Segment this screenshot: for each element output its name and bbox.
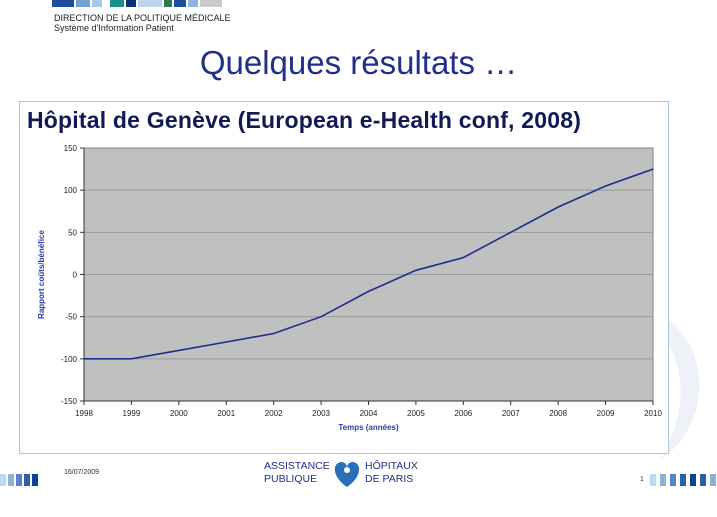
data-point bbox=[225, 341, 227, 343]
footer-color-bars-left bbox=[0, 474, 38, 486]
y-tick-label: 100 bbox=[64, 186, 78, 195]
data-point bbox=[510, 231, 512, 233]
x-tick-label: 2008 bbox=[549, 409, 567, 418]
data-point bbox=[320, 316, 322, 318]
y-tick-label: 0 bbox=[73, 271, 78, 280]
y-tick-label: -50 bbox=[65, 313, 77, 322]
data-point bbox=[652, 168, 654, 170]
header-subtitle: Système d'Information Patient bbox=[54, 23, 174, 33]
x-tick-label: 1998 bbox=[75, 409, 93, 418]
chart-title: Hôpital de Genève (European e-Health con… bbox=[27, 107, 582, 133]
data-point bbox=[367, 290, 370, 292]
data-point bbox=[415, 269, 417, 271]
x-tick-label: 2000 bbox=[170, 409, 188, 418]
ap-hp-logo: ASSISTANCE PUBLIQUE HÔPITAUX DE PARIS bbox=[264, 459, 418, 487]
x-tick-label: 2004 bbox=[360, 409, 378, 418]
header-department: DIRECTION DE LA POLITIQUE MÉDICALE bbox=[54, 13, 231, 23]
data-point bbox=[557, 206, 559, 208]
header-color-strip bbox=[52, 0, 222, 7]
x-tick-label: 2003 bbox=[312, 409, 330, 418]
x-tick-label: 2005 bbox=[407, 409, 425, 418]
logo-text-left-top: ASSISTANCE bbox=[264, 460, 330, 472]
logo-text-left-bottom: PUBLIQUE bbox=[264, 473, 317, 485]
x-tick-label: 2006 bbox=[454, 409, 472, 418]
x-tick-label: 2009 bbox=[597, 409, 615, 418]
y-tick-label: -150 bbox=[61, 397, 78, 406]
data-point bbox=[462, 257, 464, 259]
data-point bbox=[83, 358, 85, 360]
slide-title: Quelques résultats … bbox=[199, 44, 518, 81]
x-tick-label: 2002 bbox=[265, 409, 283, 418]
background-watermark-shape bbox=[640, 310, 700, 460]
y-axis-label: Rapport coûts/bénéfice bbox=[37, 230, 46, 319]
x-tick-label: 1999 bbox=[123, 409, 141, 418]
logo-text-right-bottom: DE PARIS bbox=[365, 473, 413, 485]
x-tick-label: 2007 bbox=[502, 409, 520, 418]
x-tick-label: 2010 bbox=[644, 409, 662, 418]
footer-color-bars-right bbox=[650, 474, 716, 486]
y-tick-label: -100 bbox=[61, 355, 78, 364]
x-tick-label: 2001 bbox=[217, 409, 235, 418]
data-point bbox=[130, 358, 133, 360]
y-tick-label: 150 bbox=[64, 144, 78, 153]
line-chart: -150 -100 -50 0 50 100 150 1998 1999 2000 2001 2002… bbox=[37, 144, 662, 432]
data-point bbox=[178, 349, 180, 351]
footer-date: 16/07/2009 bbox=[64, 469, 100, 476]
x-axis-label: Temps (années) bbox=[338, 423, 399, 432]
y-tick-label: 50 bbox=[68, 228, 77, 237]
data-point bbox=[273, 332, 275, 335]
logo-heart-icon bbox=[334, 462, 360, 487]
page-number: 1 bbox=[640, 476, 644, 483]
logo-text-right-top: HÔPITAUX bbox=[365, 459, 418, 472]
data-point bbox=[604, 185, 607, 187]
